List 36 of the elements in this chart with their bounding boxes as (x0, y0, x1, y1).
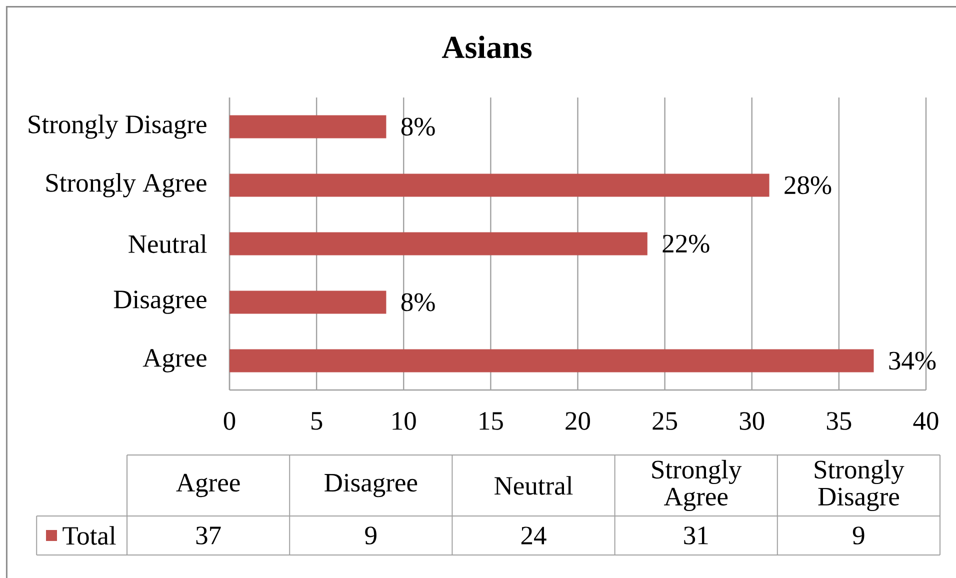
annotation: 28% (784, 176, 832, 194)
bar (230, 115, 386, 138)
x-tick-label: 40 (913, 412, 938, 430)
annotation: 8% (401, 118, 435, 136)
y-tick-label: Disagree (114, 290, 206, 314)
bar (230, 174, 770, 197)
category-label: Neutral (494, 476, 573, 495)
data-label: 31 (684, 526, 708, 544)
x-tick-label: 30 (740, 412, 764, 430)
bar (230, 232, 648, 256)
x-tick-label: 25 (652, 412, 678, 430)
data-label: 24 (521, 526, 546, 544)
x-tick-label: 20 (566, 412, 590, 430)
bar (230, 290, 386, 314)
x-tick-label: 10 (392, 412, 416, 430)
category-label: Strongly Disagre (814, 460, 904, 512)
category-label: Disagree (324, 474, 418, 498)
data-label: 9 (852, 526, 864, 544)
annotation: 34% (889, 352, 936, 370)
x-tick-label: 15 (480, 412, 503, 430)
y-tick-label: Strongly Agree (46, 173, 206, 198)
chart-title: Asians (442, 36, 532, 58)
annotation: 8% (401, 293, 435, 312)
category-label: Strongly Agree (652, 460, 742, 512)
y-tick-label: Strongly Disagre (28, 114, 206, 139)
data-label: 37 (196, 526, 221, 544)
annotation: 22% (662, 234, 710, 253)
legend-label: Total (62, 526, 116, 545)
category-label: Agree (176, 474, 240, 498)
x-tick-label: 5 (311, 412, 322, 430)
bar (230, 349, 874, 372)
y-tick-label: Agree (142, 349, 206, 372)
x-tick-label: 0 (224, 412, 236, 430)
data-label: 9 (365, 526, 376, 544)
x-tick-label: 35 (826, 412, 852, 430)
y-tick-label: Neutral (128, 234, 207, 254)
